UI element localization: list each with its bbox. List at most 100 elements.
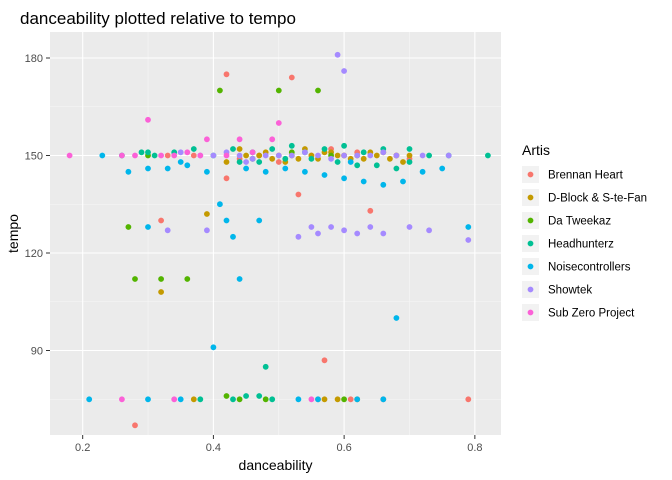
data-point [380, 396, 387, 403]
data-point [204, 136, 210, 143]
x-tick-label: 0.8 [467, 442, 482, 454]
data-point [158, 152, 165, 159]
data-point [315, 152, 321, 159]
legend-label: Headhunterz [548, 239, 614, 251]
legend-label: D-Block & S-te-Fan [548, 193, 647, 205]
data-point [406, 224, 413, 230]
data-point [158, 217, 165, 224]
data-point [177, 159, 184, 165]
data-point [426, 152, 432, 159]
data-point [328, 155, 334, 162]
data-point [341, 68, 347, 74]
data-point [465, 237, 472, 243]
data-point [360, 178, 367, 185]
data-point [204, 227, 210, 234]
data-point [132, 152, 138, 159]
data-point [308, 396, 315, 403]
legend-label: Da Tweekaz [548, 216, 611, 228]
data-point [275, 87, 282, 94]
data-point [184, 149, 191, 156]
data-point [406, 152, 413, 159]
data-point [321, 396, 328, 403]
minor-grid [50, 32, 501, 435]
data-point [275, 120, 282, 126]
data-point [223, 152, 230, 159]
data-point [230, 146, 236, 152]
data-point [393, 152, 400, 159]
data-point [269, 136, 276, 143]
data-point [341, 142, 347, 149]
legend-title: Artis [522, 142, 550, 158]
data-point [315, 396, 321, 403]
y-tick-label: 150 [25, 151, 43, 163]
data-point [367, 224, 374, 230]
data-point [145, 116, 151, 123]
data-point [66, 152, 73, 159]
legend-label: Showtek [548, 285, 592, 297]
data-point [308, 224, 315, 230]
plot-panel [50, 32, 501, 435]
data-point [249, 149, 256, 156]
data-point [145, 149, 151, 156]
data-point [138, 149, 145, 156]
data-point [445, 152, 452, 159]
data-point [341, 152, 347, 159]
data-point [334, 51, 341, 58]
data-point [354, 152, 361, 159]
legend-swatch [527, 286, 534, 293]
data-point [158, 276, 165, 282]
data-point [204, 211, 210, 217]
data-point [334, 396, 341, 403]
data-point [269, 155, 276, 162]
data-point [302, 149, 308, 156]
y-axis-title: tempo [5, 214, 21, 253]
data-point [400, 178, 406, 185]
data-point [171, 396, 178, 403]
data-point [360, 149, 367, 156]
data-point [262, 152, 269, 159]
data-point [347, 159, 354, 165]
data-points [66, 51, 491, 429]
data-point [393, 315, 400, 321]
major-grid [50, 32, 501, 435]
data-point [295, 233, 302, 240]
data-point [485, 152, 491, 159]
data-point [262, 168, 269, 175]
data-point [321, 172, 328, 178]
data-point [373, 152, 380, 159]
data-point [230, 233, 236, 240]
y-tick-label: 120 [25, 248, 43, 260]
data-point [367, 207, 374, 214]
data-point [243, 159, 250, 165]
data-point [367, 152, 374, 159]
data-point [190, 396, 197, 403]
data-point [465, 224, 472, 230]
data-point [295, 155, 302, 162]
y-tick-label: 180 [25, 53, 43, 65]
data-point [86, 396, 93, 403]
data-point [217, 87, 223, 94]
data-point [354, 230, 361, 237]
data-point [354, 162, 361, 169]
x-axis: 0.2 0.4 0.6 0.8 [75, 435, 483, 454]
data-point [269, 396, 276, 403]
data-point [99, 152, 106, 159]
data-point [119, 152, 125, 159]
data-point [210, 344, 217, 351]
data-point [308, 155, 315, 162]
data-point [288, 142, 295, 149]
data-point [282, 165, 289, 172]
data-point [145, 396, 151, 403]
legend-swatch [527, 263, 534, 270]
data-point [334, 152, 341, 159]
data-point [204, 168, 210, 175]
legend-swatch [527, 194, 534, 201]
data-point [119, 396, 125, 403]
data-point [171, 152, 178, 159]
data-point [262, 396, 269, 403]
data-point [360, 155, 367, 162]
data-point [328, 224, 334, 230]
data-point [387, 155, 393, 162]
data-point [197, 152, 204, 159]
